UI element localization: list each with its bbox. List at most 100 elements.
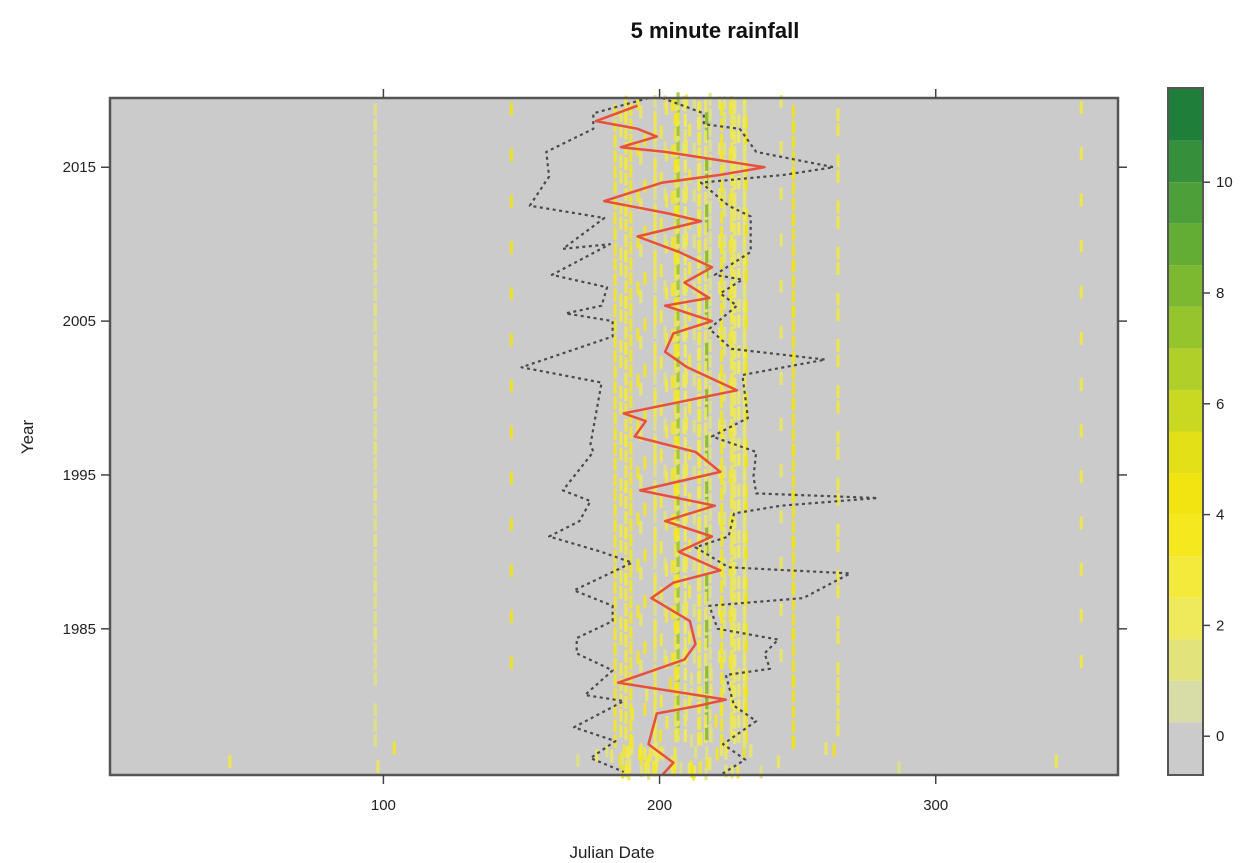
- rainfall-mark: [643, 318, 647, 332]
- rainfall-mark: [720, 210, 724, 224]
- rainfall-mark: [722, 388, 727, 402]
- rainfall-mark: [779, 371, 783, 385]
- rainfall-mark: [676, 250, 680, 264]
- rainfall-mark: [624, 172, 628, 186]
- rainfall-mark: [624, 434, 628, 448]
- rainfall-mark: [836, 677, 840, 691]
- rainfall-mark: [697, 117, 701, 130]
- rainfall-mark: [722, 188, 727, 202]
- colorkey-band: [1168, 556, 1203, 598]
- rainfall-mark: [629, 395, 633, 409]
- rainfall-mark: [836, 354, 840, 368]
- rainfall-mark: [688, 354, 692, 368]
- rainfall-mark: [643, 225, 647, 239]
- rainfall-mark: [624, 526, 628, 540]
- rainfall-mark: [664, 332, 669, 346]
- rainfall-mark: [373, 534, 377, 548]
- rainfall-mark: [698, 362, 702, 376]
- y-tick-label: 2015: [63, 159, 96, 176]
- rainfall-mark: [682, 557, 686, 571]
- rainfall-mark: [636, 374, 640, 388]
- rainfall-mark: [663, 372, 667, 386]
- rainfall-mark: [779, 95, 783, 108]
- rainfall-mark: [653, 418, 657, 432]
- rainfall-mark: [779, 510, 783, 524]
- rainfall-mark: [624, 341, 628, 355]
- rainfall-mark: [643, 364, 647, 378]
- rainfall-mark: [722, 342, 727, 356]
- rainfall-mark: [743, 150, 747, 164]
- rainfall-mark: [664, 517, 669, 531]
- rainfall-mark: [373, 518, 377, 532]
- rainfall-mark: [673, 682, 677, 696]
- rainfall-mark: [722, 203, 727, 217]
- rainfall-mark: [697, 670, 701, 684]
- rainfall-mark: [624, 495, 628, 509]
- rainfall-mark: [613, 427, 617, 441]
- rainfall-mark: [683, 390, 687, 404]
- rainfall-mark: [705, 203, 709, 217]
- rainfall-mark: [373, 380, 377, 394]
- rainfall-mark: [643, 272, 647, 285]
- rainfall-mark: [704, 376, 708, 390]
- rainfall-mark: [733, 500, 737, 514]
- rainfall-mark: [613, 134, 617, 148]
- rainfall-mark: [733, 254, 737, 268]
- rainfall-mark: [683, 252, 687, 266]
- rainfall-mark: [733, 546, 737, 560]
- rainfall-mark: [708, 723, 712, 737]
- colorkey-band: [1168, 431, 1203, 474]
- rainfall-mark: [682, 188, 686, 202]
- rainfall-mark: [619, 339, 623, 353]
- rainfall-mark: [718, 142, 722, 156]
- rainfall-mark: [636, 558, 640, 572]
- rainfall-mark: [670, 190, 675, 204]
- rainfall-mark: [1079, 285, 1083, 299]
- rainfall-mark: [708, 154, 712, 168]
- rainfall-mark: [704, 545, 708, 559]
- rainfall-mark: [670, 560, 675, 574]
- rainfall-mark: [743, 642, 747, 656]
- rainfall-mark: [718, 234, 722, 248]
- rainfall-mark: [373, 195, 377, 209]
- rainfall-mark: [730, 95, 734, 109]
- rainfall-mark: [730, 234, 734, 248]
- rainfall-mark: [673, 528, 677, 542]
- rainfall-mark: [509, 425, 513, 439]
- rainfall-mark: [724, 764, 728, 778]
- rainfall-mark: [791, 474, 796, 488]
- rainfall-mark: [624, 603, 628, 617]
- rainfall-mark: [629, 441, 633, 455]
- rainfall-mark: [737, 683, 741, 697]
- rainfall-mark: [836, 631, 840, 645]
- rainfall-mark: [737, 314, 741, 328]
- rainfall-mark: [791, 459, 796, 472]
- rainfall-mark: [624, 557, 628, 571]
- rainfall-mark: [663, 141, 667, 155]
- rainfall-mark: [629, 349, 633, 363]
- rainfall-mark: [744, 546, 748, 560]
- rainfall-mark: [373, 595, 377, 609]
- rainfall-mark: [718, 327, 722, 341]
- rainfall-mark: [737, 729, 741, 743]
- rainfall-mark: [1079, 470, 1083, 484]
- colorkey-band: [1168, 265, 1203, 307]
- rainfall-mark: [708, 757, 712, 771]
- rainfall-mark: [733, 654, 737, 668]
- rainfall-mark: [704, 499, 708, 513]
- rainfall-mark: [692, 765, 697, 779]
- rainfall-mark: [836, 308, 840, 322]
- rainfall-mark: [373, 549, 377, 563]
- rainfall-marks: [228, 92, 1083, 781]
- rainfall-mark: [737, 114, 741, 128]
- rainfall-mark: [613, 473, 617, 487]
- rainfall-mark: [744, 454, 748, 468]
- rainfall-mark: [629, 549, 633, 563]
- rainfall-mark: [683, 283, 687, 296]
- rainfall-mark: [720, 456, 724, 470]
- rainfall-mark: [373, 395, 377, 409]
- rainfall-mark: [619, 109, 623, 122]
- rainfall-mark: [683, 590, 687, 604]
- rainfall-mark: [620, 752, 624, 766]
- rainfall-mark: [692, 465, 696, 479]
